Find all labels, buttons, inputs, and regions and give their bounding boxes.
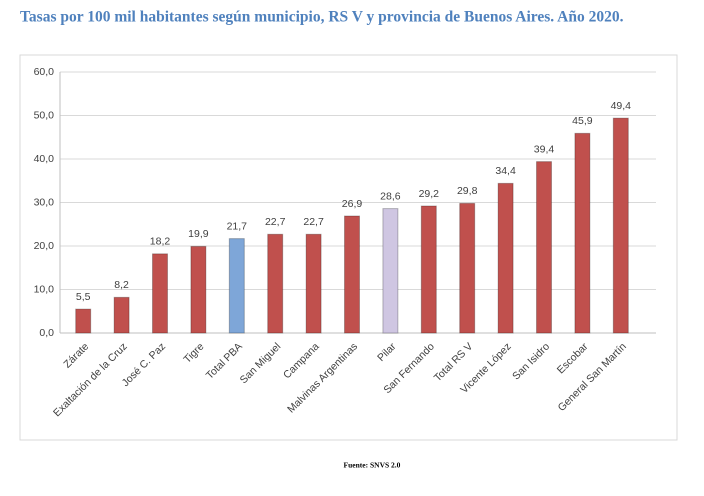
value-label: 34,4 bbox=[495, 165, 516, 177]
bar bbox=[459, 202, 476, 334]
x-tick-label: Exaltación de la Cruz bbox=[51, 341, 130, 420]
bar bbox=[382, 208, 399, 334]
chart-frame bbox=[19, 54, 678, 441]
chart-title: Tasas por 100 mil habitantes según munic… bbox=[20, 9, 624, 26]
value-label: 22,7 bbox=[265, 216, 286, 228]
y-tick-label: 50,0 bbox=[34, 109, 55, 121]
value-label: 5,5 bbox=[76, 291, 91, 303]
x-tick-label: Tigre bbox=[181, 340, 206, 365]
y-tick-label: 0,0 bbox=[39, 327, 54, 339]
bar bbox=[152, 253, 168, 334]
x-tick-label: Pilar bbox=[375, 340, 399, 364]
bar bbox=[536, 161, 552, 334]
x-tick-label: Zárate bbox=[61, 340, 91, 370]
x-tick-label: San Isidro bbox=[510, 340, 552, 382]
bar bbox=[113, 296, 130, 334]
y-tick-label: 20,0 bbox=[34, 240, 55, 252]
x-tick-label: General San Martín bbox=[556, 340, 629, 413]
y-tick-label: 10,0 bbox=[34, 283, 55, 295]
value-label: 21,7 bbox=[227, 220, 248, 232]
value-label: 8,2 bbox=[114, 279, 129, 291]
y-tick-label: 40,0 bbox=[34, 153, 55, 165]
bar bbox=[497, 182, 514, 334]
value-label: 29,2 bbox=[419, 188, 440, 200]
bar bbox=[305, 233, 322, 334]
value-label: 45,9 bbox=[572, 115, 593, 127]
value-label: 26,9 bbox=[342, 198, 363, 210]
bar bbox=[228, 238, 245, 334]
value-label: 22,7 bbox=[303, 216, 324, 228]
bar bbox=[75, 308, 92, 334]
value-label: 29,8 bbox=[457, 185, 478, 197]
x-tick-label: Malvinas Argentinas bbox=[285, 341, 360, 416]
x-tick-label: San Miguel bbox=[238, 341, 284, 387]
source: Fuente: SNVS 2.0 bbox=[344, 461, 401, 470]
bar bbox=[420, 205, 437, 334]
x-tick-label: Escobar bbox=[555, 340, 591, 376]
value-label: 28,6 bbox=[380, 190, 401, 202]
bar bbox=[574, 132, 591, 334]
bar bbox=[344, 215, 360, 334]
bar bbox=[612, 117, 629, 334]
y-tick-label: 30,0 bbox=[34, 196, 55, 208]
value-label: 39,4 bbox=[534, 143, 555, 155]
bar bbox=[190, 245, 207, 334]
value-label: 18,2 bbox=[150, 236, 171, 248]
bar bbox=[267, 233, 284, 334]
value-label: 49,4 bbox=[611, 100, 632, 112]
value-label: 19,9 bbox=[188, 228, 209, 240]
y-tick-label: 60,0 bbox=[34, 66, 55, 78]
